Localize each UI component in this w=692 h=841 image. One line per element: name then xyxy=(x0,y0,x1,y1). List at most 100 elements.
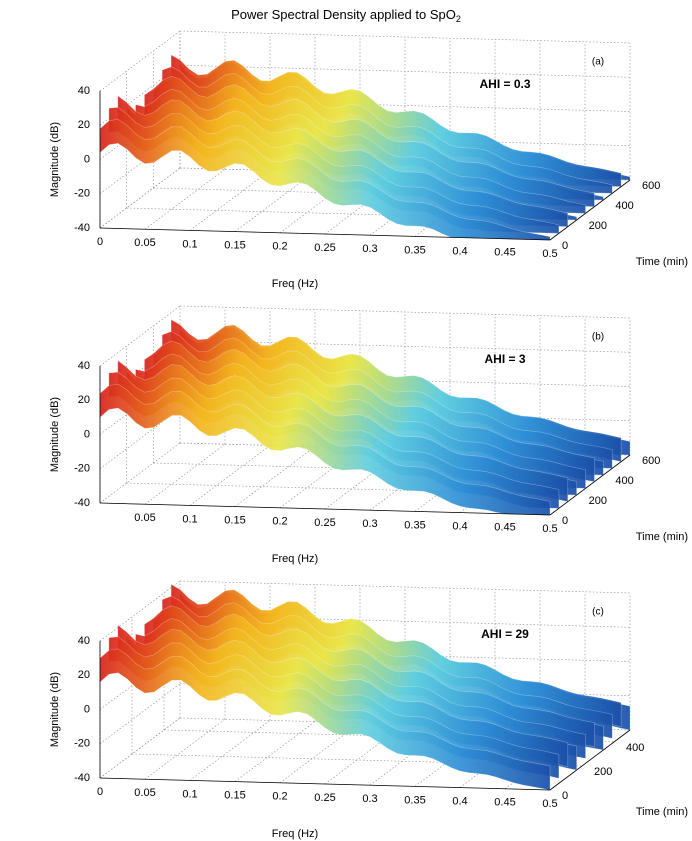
x-tick-label: 0.3 xyxy=(362,793,377,805)
grid-line xyxy=(279,172,361,234)
grid-line xyxy=(189,170,271,231)
z-tick-label: 40 xyxy=(78,85,90,97)
axis-line xyxy=(549,454,631,516)
grid-line xyxy=(144,168,226,230)
grid-line xyxy=(99,340,181,401)
x-tick-label: 0.35 xyxy=(404,244,425,256)
x-tick-label: 0.5 xyxy=(542,248,557,260)
axis-line xyxy=(99,227,551,241)
x-tick-label: 0.05 xyxy=(134,512,155,524)
x-axis-label: Freq (Hz) xyxy=(272,828,318,840)
t-tick-label: 600 xyxy=(642,455,660,467)
panel-label: (c) xyxy=(592,607,604,618)
x-tick-label: 0 xyxy=(97,786,103,798)
figure-title: Power Spectral Density applied to SpO2 xyxy=(231,7,461,24)
y-axis-label: Magnitude (dB) xyxy=(49,122,61,197)
z-tick-label: -40 xyxy=(74,497,90,509)
grid-line xyxy=(99,305,181,367)
grid-line xyxy=(189,720,271,781)
x-tick-label: 0.35 xyxy=(404,519,425,531)
x-tick-label: 0 xyxy=(97,236,103,248)
grid-line xyxy=(99,167,181,229)
x-tick-label: 0.35 xyxy=(404,794,425,806)
x-tick-label: 0.2 xyxy=(272,241,287,253)
x-axis-label: Freq (Hz) xyxy=(272,278,318,290)
z-tick-label: 20 xyxy=(78,669,90,681)
axis-line xyxy=(99,777,551,791)
z-tick-label: -20 xyxy=(74,738,90,750)
grid-line xyxy=(99,442,181,504)
x-tick-label: 0.3 xyxy=(362,243,377,255)
x-tick-label: 0.5 xyxy=(542,798,557,810)
title-text: Power Spectral Density applied to SpO xyxy=(231,7,456,22)
annotation: AHI = 0.3 xyxy=(479,77,530,91)
grid-line xyxy=(99,133,181,194)
x-tick-label: 0.2 xyxy=(272,516,287,528)
x-tick-label: 0.15 xyxy=(224,790,245,802)
grid-line xyxy=(99,30,181,92)
t-tick-label: 600 xyxy=(642,180,660,192)
panel: 0.05 0.1 0.15 0.2 0.25 0.3 0.35 0.4 0.45 0.5 -40 -2… xyxy=(49,305,688,565)
z-tick-label: -20 xyxy=(74,463,90,475)
annotation: AHI = 29 xyxy=(481,627,529,641)
z-tick-label: -40 xyxy=(74,772,90,784)
y-axis-label: Magnitude (dB) xyxy=(49,397,61,472)
x-tick-label: 0.2 xyxy=(272,791,287,803)
axis-line xyxy=(549,179,631,241)
grid-line xyxy=(279,447,361,509)
grid-line xyxy=(279,722,361,784)
grid-line xyxy=(99,408,181,469)
t-axis-label: Time (min) xyxy=(636,806,688,818)
x-tick-label: 0.1 xyxy=(182,238,197,250)
annotation: AHI = 3 xyxy=(484,352,525,366)
z-tick-label: 40 xyxy=(78,635,90,647)
x-tick-label: 0.15 xyxy=(224,515,245,527)
t-tick-label: 200 xyxy=(589,220,607,232)
x-tick-label: 0.25 xyxy=(314,517,335,529)
z-tick-label: 0 xyxy=(84,153,90,165)
x-tick-label: 0.4 xyxy=(452,246,467,258)
panel: 0 0.05 0.1 0.15 0.2 0.25 0.3 0.35 0.4 0.45 0.5 -40 -… xyxy=(49,580,688,840)
grid-line xyxy=(179,305,631,319)
panel-label: (b) xyxy=(592,332,604,343)
z-tick-label: 0 xyxy=(84,703,90,715)
grid-line xyxy=(99,580,181,642)
grid-line xyxy=(324,723,406,785)
z-tick-label: 0 xyxy=(84,428,90,440)
panel-label: (a) xyxy=(592,57,604,68)
grid-line xyxy=(234,171,316,232)
t-tick-label: 400 xyxy=(615,200,633,212)
grid-line xyxy=(179,614,631,628)
x-tick-label: 0.45 xyxy=(494,247,515,259)
x-tick-label: 0.3 xyxy=(362,518,377,530)
t-axis-label: Time (min) xyxy=(636,531,688,543)
grid-line xyxy=(144,443,226,505)
grid-line xyxy=(234,446,316,507)
x-tick-label: 0.5 xyxy=(542,523,557,535)
z-tick-label: -20 xyxy=(74,188,90,200)
t-tick-label: 0 xyxy=(562,240,568,252)
t-tick-label: 200 xyxy=(589,495,607,507)
axis-line xyxy=(549,729,631,791)
z-tick-label: 20 xyxy=(78,394,90,406)
grid-line xyxy=(99,717,181,779)
x-tick-label: 0.25 xyxy=(314,242,335,254)
x-tick-label: 0.15 xyxy=(224,240,245,252)
t-tick-label: 400 xyxy=(615,475,633,487)
t-tick-label: 200 xyxy=(594,766,612,778)
t-tick-label: 0 xyxy=(562,515,568,527)
x-tick-label: 0.45 xyxy=(494,522,515,534)
x-tick-label: 0.4 xyxy=(452,796,467,808)
z-tick-label: -40 xyxy=(74,222,90,234)
z-tick-label: 20 xyxy=(78,119,90,131)
x-tick-label: 0.25 xyxy=(314,792,335,804)
grid-line xyxy=(324,448,406,510)
grid-line xyxy=(144,718,226,780)
x-tick-label: 0.4 xyxy=(452,521,467,533)
x-tick-label: 0.05 xyxy=(134,237,155,249)
axis-line xyxy=(99,502,551,516)
grid-line xyxy=(179,64,631,78)
x-tick-label: 0.1 xyxy=(182,788,197,800)
x-axis-label: Freq (Hz) xyxy=(272,553,318,565)
